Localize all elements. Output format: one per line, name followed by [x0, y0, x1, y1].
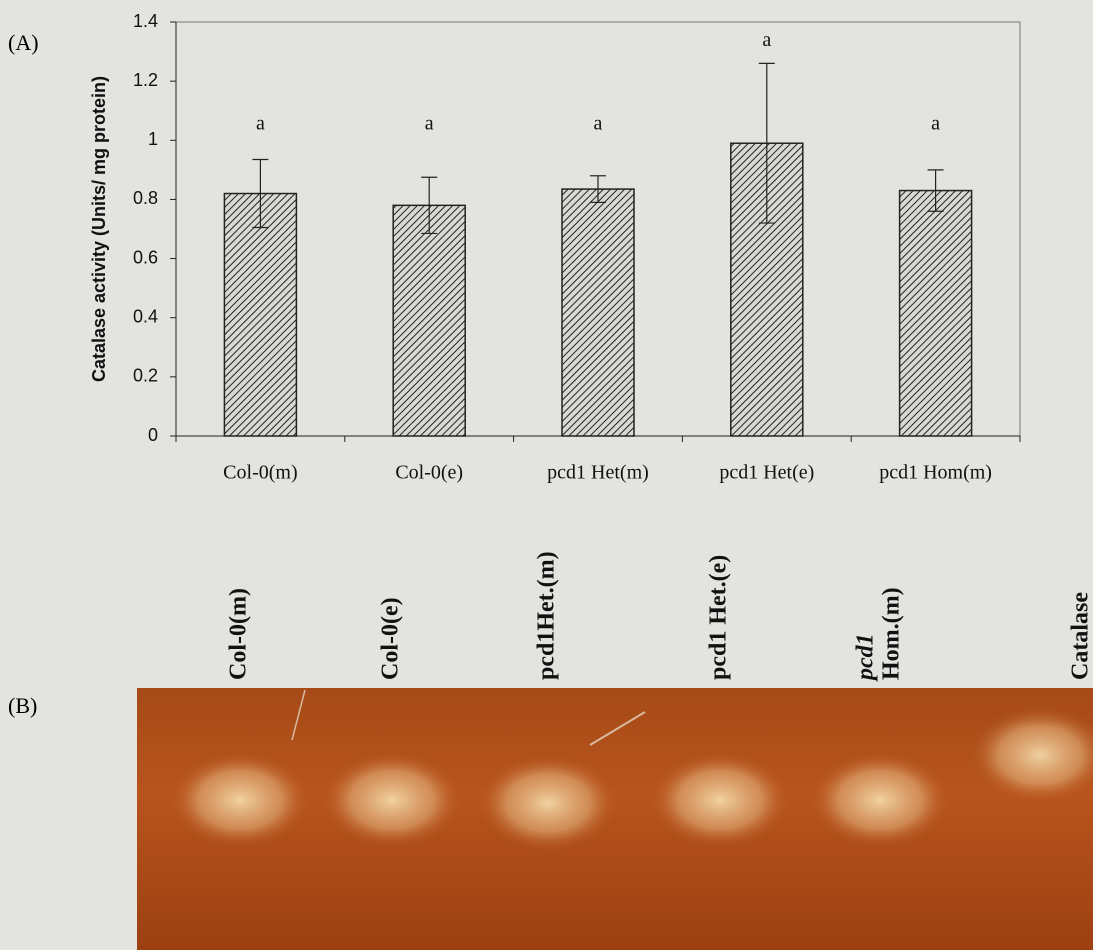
x-tick-label: pcd1 Het(m) — [547, 462, 649, 484]
lane-label: Hom.(m) — [879, 587, 905, 680]
lane-label: Col-0(m) — [226, 588, 252, 680]
y-tick-label: 0.2 — [133, 366, 158, 386]
lane-label: pcd1Het.(m) — [534, 551, 560, 680]
significance-label: a — [931, 113, 940, 135]
gel-band — [810, 752, 950, 848]
lane-label: Catalase — [1068, 592, 1093, 680]
bar — [900, 191, 972, 436]
bar — [562, 189, 634, 436]
gel-band — [170, 752, 310, 848]
y-tick-label: 0 — [148, 425, 158, 445]
gel-band — [322, 752, 462, 848]
significance-label: a — [256, 113, 265, 135]
x-tick-label: Col-0(m) — [223, 462, 297, 484]
y-tick-label: 1.4 — [133, 11, 158, 31]
lane-label: pcd1 — [853, 633, 879, 682]
gel-band — [650, 752, 790, 848]
lane-label: Col-0(e) — [378, 597, 404, 680]
x-tick-label: pcd1 Het(e) — [719, 462, 814, 484]
x-tick-label: pcd1 Hom(m) — [879, 462, 992, 484]
significance-label: a — [425, 113, 434, 135]
significance-label: a — [594, 113, 603, 135]
gel-band — [478, 755, 618, 851]
y-axis-label: Catalase activity (Units/ mg protein) — [89, 76, 109, 382]
bar — [393, 205, 465, 436]
panel-label: (B) — [8, 693, 37, 718]
page: {"chart_data": {"type": "bar", "panel_la… — [0, 0, 1093, 950]
chart: 0 0.2 0.4 0.6 0.8 1 1.2 1.4 Col-0(m) a Col-0(e) a pc… — [133, 11, 1020, 484]
y-tick-label: 0.8 — [133, 188, 158, 208]
y-tick-label: 1.2 — [133, 70, 158, 90]
figure: (A) Catalase activity (Units/ mg protein… — [0, 0, 1093, 950]
panel-label: (A) — [8, 30, 39, 55]
y-tick-label: 0.6 — [133, 247, 158, 267]
bar — [224, 194, 296, 436]
x-tick-label: Col-0(e) — [395, 462, 463, 484]
lane-label: pcd1 Het.(e) — [706, 555, 732, 680]
y-tick-label: 1 — [148, 129, 158, 149]
y-tick-label: 0.4 — [133, 306, 158, 326]
significance-label: a — [762, 29, 771, 51]
